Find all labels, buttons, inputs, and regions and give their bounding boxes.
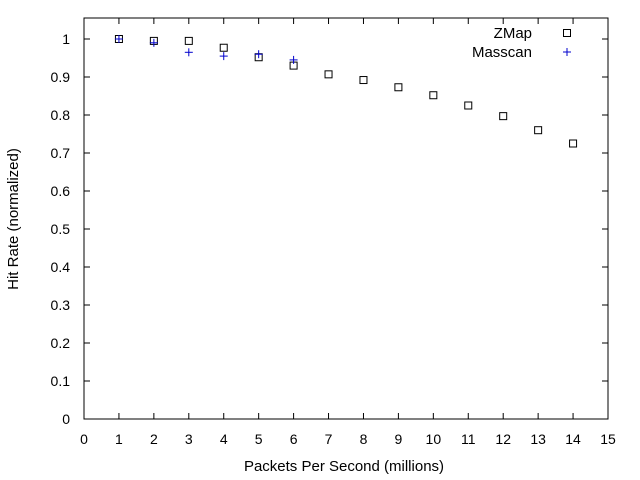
y-axis-ticks: 0 0.1 0.2 0.3 0.4 0.5 0.6 0.7 0.8 0.9 1 [51, 31, 608, 427]
masscan-point [254, 50, 263, 59]
legend-marker-zmap [563, 29, 571, 37]
legend-label-masscan: Masscan [472, 44, 532, 61]
y-tick-label: 0 [62, 411, 70, 427]
x-tick-label: 15 [600, 431, 616, 447]
x-tick-label: 8 [360, 431, 368, 447]
x-tick-label: 7 [325, 431, 333, 447]
y-tick-label: 0.4 [51, 259, 71, 275]
zmap-point [429, 91, 438, 100]
zmap-point [534, 126, 543, 135]
x-tick-label: 5 [255, 431, 263, 447]
y-tick-label: 1 [62, 31, 70, 47]
x-axis-ticks: 0 1 2 3 4 5 6 7 8 9 10 11 12 13 14 15 [80, 18, 616, 447]
plot-area-frame [83, 17, 609, 420]
masscan-point [219, 52, 228, 61]
y-tick-label: 0.3 [51, 297, 71, 313]
zmap-point [464, 101, 473, 110]
masscan-point [184, 48, 193, 57]
zmap-point [219, 43, 228, 52]
masscan-point [149, 38, 158, 47]
masscan-point [114, 35, 123, 43]
zmap-point [359, 76, 368, 85]
x-tick-label: 6 [290, 431, 298, 447]
x-tick-label: 14 [565, 431, 581, 447]
y-tick-label: 0.7 [51, 145, 71, 161]
zmap-point [499, 112, 508, 121]
y-tick-label: 0.9 [51, 69, 71, 85]
x-tick-label: 3 [185, 431, 193, 447]
legend: ZMap Masscan [472, 25, 571, 61]
data-points [114, 35, 578, 148]
zmap-point [184, 36, 193, 45]
x-tick-label: 4 [220, 431, 228, 447]
y-tick-label: 0.2 [51, 335, 71, 351]
zmap-point [394, 83, 403, 92]
legend-label-zmap: ZMap [494, 25, 532, 42]
x-tick-label: 11 [461, 431, 476, 447]
y-tick-label: 0.8 [51, 107, 71, 123]
y-tick-label: 0.6 [51, 183, 71, 199]
y-tick-label: 0.1 [51, 373, 71, 389]
x-axis-label: Packets Per Second (millions) [244, 458, 444, 475]
x-tick-label: 12 [495, 431, 511, 447]
x-tick-label: 9 [395, 431, 403, 447]
y-tick-label: 0.5 [51, 221, 71, 237]
legend-marker-masscan [563, 48, 571, 56]
x-tick-label: 0 [80, 431, 88, 447]
y-axis-label: Hit Rate (normalized) [5, 148, 22, 290]
masscan-point [289, 55, 298, 64]
x-tick-label: 2 [150, 431, 158, 447]
x-tick-label: 13 [530, 431, 546, 447]
zmap-point [569, 139, 578, 148]
x-tick-label: 10 [426, 431, 442, 447]
x-tick-label: 1 [115, 431, 123, 447]
zmap-point [324, 70, 333, 79]
